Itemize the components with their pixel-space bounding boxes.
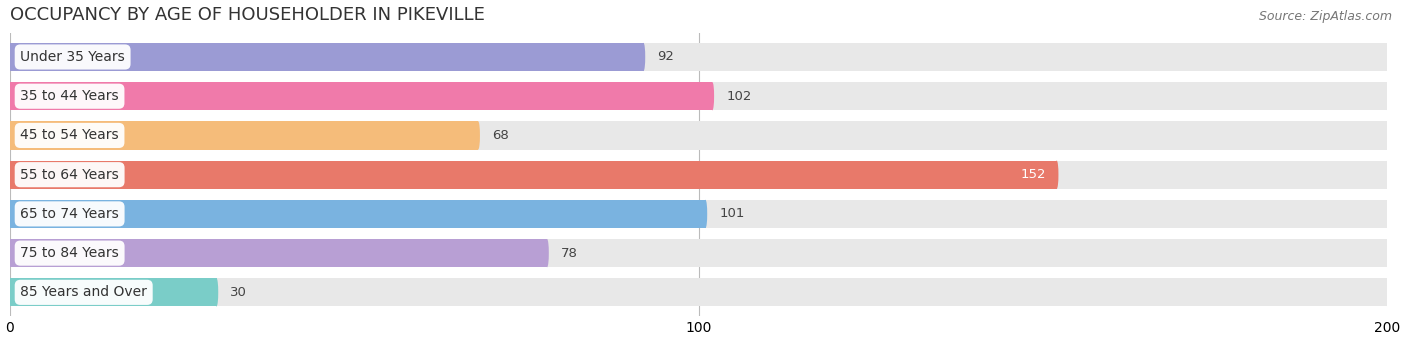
Bar (10, 43, 1388, 71)
Ellipse shape (704, 200, 707, 228)
Bar (10, 161, 1057, 189)
Bar (10, 200, 1388, 228)
Text: 45 to 54 Years: 45 to 54 Years (20, 129, 120, 143)
Ellipse shape (1386, 161, 1389, 189)
Ellipse shape (215, 278, 218, 307)
Ellipse shape (710, 82, 714, 110)
Ellipse shape (546, 239, 548, 267)
Text: 92: 92 (657, 50, 675, 63)
Ellipse shape (1386, 239, 1389, 267)
Ellipse shape (1386, 82, 1389, 110)
Ellipse shape (8, 161, 11, 189)
Text: 101: 101 (720, 207, 745, 220)
Bar (10, 121, 478, 150)
Ellipse shape (8, 121, 11, 150)
Text: Under 35 Years: Under 35 Years (20, 50, 125, 64)
Text: 75 to 84 Years: 75 to 84 Years (20, 246, 120, 260)
Text: 78: 78 (561, 247, 578, 260)
Text: Source: ZipAtlas.com: Source: ZipAtlas.com (1258, 10, 1392, 23)
Ellipse shape (8, 43, 11, 71)
Bar (10, 239, 547, 267)
Text: 102: 102 (725, 90, 752, 103)
Ellipse shape (8, 121, 11, 150)
Ellipse shape (8, 239, 11, 267)
Text: 30: 30 (231, 286, 247, 299)
Ellipse shape (8, 161, 11, 189)
Text: 85 Years and Over: 85 Years and Over (20, 285, 148, 299)
Text: 35 to 44 Years: 35 to 44 Years (20, 89, 120, 103)
Ellipse shape (641, 43, 645, 71)
Ellipse shape (8, 82, 11, 110)
Ellipse shape (8, 278, 11, 307)
Bar (10, 161, 1388, 189)
Ellipse shape (8, 200, 11, 228)
Ellipse shape (1386, 121, 1389, 150)
Ellipse shape (1386, 278, 1389, 307)
Ellipse shape (8, 43, 11, 71)
Text: 55 to 64 Years: 55 to 64 Years (20, 168, 120, 182)
Bar (10, 278, 1388, 307)
Ellipse shape (8, 278, 11, 307)
Ellipse shape (1054, 161, 1059, 189)
Bar (10, 200, 706, 228)
Ellipse shape (477, 121, 479, 150)
Bar (10, 278, 217, 307)
Ellipse shape (1386, 43, 1389, 71)
Ellipse shape (8, 239, 11, 267)
Ellipse shape (8, 82, 11, 110)
Text: OCCUPANCY BY AGE OF HOUSEHOLDER IN PIKEVILLE: OCCUPANCY BY AGE OF HOUSEHOLDER IN PIKEV… (10, 5, 485, 24)
Ellipse shape (8, 200, 11, 228)
Text: 152: 152 (1021, 168, 1046, 181)
Bar (10, 121, 1388, 150)
Text: 68: 68 (492, 129, 509, 142)
Ellipse shape (1386, 200, 1389, 228)
Text: 65 to 74 Years: 65 to 74 Years (20, 207, 120, 221)
Bar (10, 82, 1388, 110)
Bar (10, 43, 644, 71)
Bar (10, 239, 1388, 267)
Bar (10, 82, 713, 110)
